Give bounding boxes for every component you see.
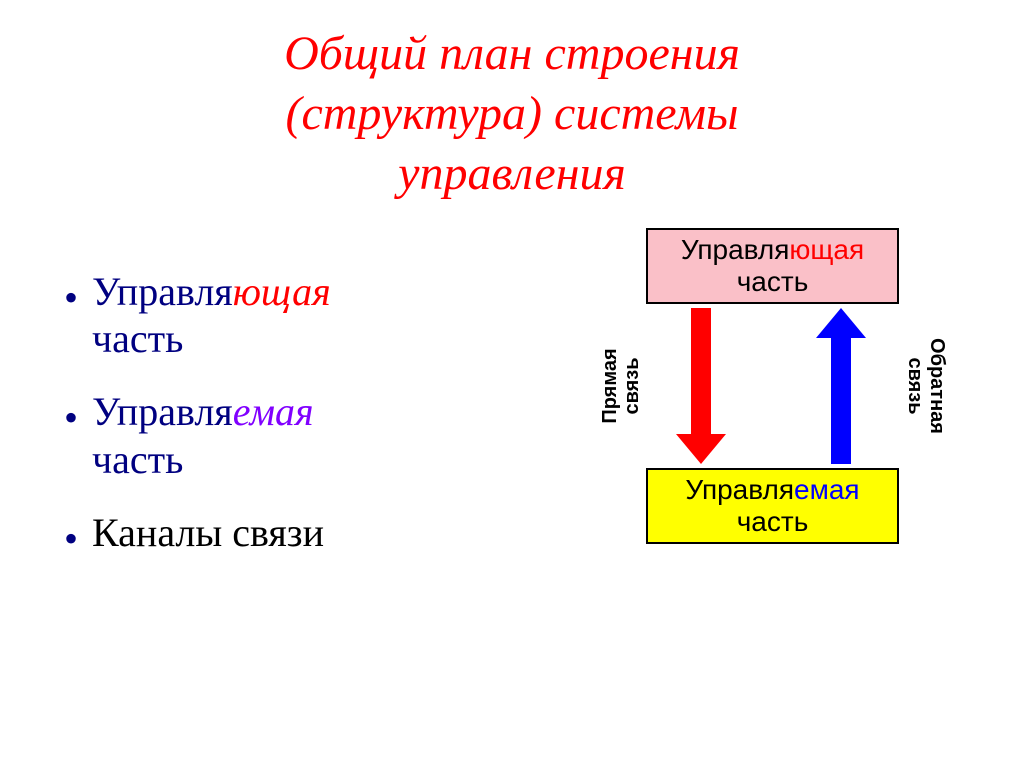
bullet-prefix: Управля — [92, 389, 233, 434]
direct-link-label: Прямая связь — [599, 326, 643, 446]
arrow-up-icon — [816, 308, 866, 338]
control-system-diagram: Управляющая часть Управляемая часть Прям… — [556, 228, 976, 588]
bullet-suffix: ющая — [233, 269, 331, 314]
bullet-text: Управляющая часть — [92, 268, 504, 362]
title-line3: управления — [398, 147, 626, 200]
bullet-prefix: Каналы связи — [92, 510, 324, 555]
bullet-item: • Управляющая часть — [64, 268, 504, 362]
box-label-prefix: Управля — [681, 234, 790, 265]
controlled-part-box: Управляемая часть — [646, 468, 899, 544]
bullet-item: • Управляемая часть — [64, 388, 504, 482]
bullet-dot-icon: • — [64, 268, 92, 321]
bullet-suffix: емая — [233, 389, 314, 434]
direct-link-arrow — [691, 308, 711, 434]
bullet-item: • Каналы связи — [64, 509, 504, 562]
bullet-text: Управляемая часть — [92, 388, 504, 482]
bullet-dot-icon: • — [64, 509, 92, 562]
feedback-link-label: Обратная связь — [904, 326, 948, 446]
bullet-prefix: Управля — [92, 269, 233, 314]
box-label-line2: часть — [737, 266, 809, 297]
box-label-suffix: ющая — [789, 234, 864, 265]
bullet-dot-icon: • — [64, 388, 92, 441]
bullet-text: Каналы связи — [92, 509, 504, 556]
title-line2: (структура) системы — [285, 87, 738, 140]
title-line1: Общий план строения — [284, 27, 740, 80]
controlling-part-box: Управляющая часть — [646, 228, 899, 304]
box-label-suffix: емая — [794, 474, 860, 505]
feedback-link-arrow — [831, 338, 851, 464]
bullet-list: • Управляющая часть • Управляемая часть … — [64, 268, 504, 588]
slide-title: Общий план строения (структура) системы … — [0, 24, 1024, 204]
arrow-down-icon — [676, 434, 726, 464]
box-label-prefix: Управля — [685, 474, 794, 505]
bullet-line2: часть — [92, 437, 183, 482]
box-label-line2: часть — [737, 506, 809, 537]
bullet-line2: часть — [92, 316, 183, 361]
